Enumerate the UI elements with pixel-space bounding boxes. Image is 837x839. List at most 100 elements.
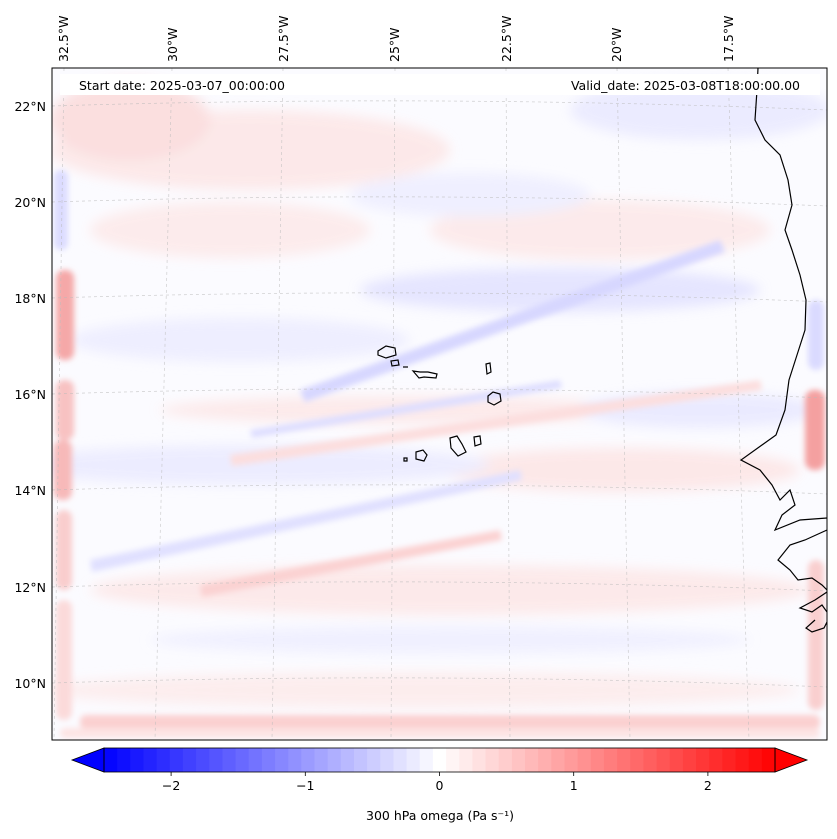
boundary-stripe xyxy=(54,440,72,500)
colorbar-cell xyxy=(169,748,184,772)
negative-band xyxy=(250,380,562,438)
parallel-18n xyxy=(52,292,827,303)
positive-area xyxy=(52,672,800,708)
positive-area xyxy=(90,202,370,258)
colorbar-cell xyxy=(182,748,197,772)
colorbar-cell xyxy=(485,748,500,772)
meridian-20w xyxy=(616,68,631,740)
colorbar-cell xyxy=(617,748,631,772)
colorbar-cell xyxy=(551,748,566,772)
boundary-stripe xyxy=(56,600,72,720)
negative-area xyxy=(70,318,410,362)
meridian-27-5w xyxy=(271,68,284,740)
colorbar-cell xyxy=(669,748,684,772)
positive-area xyxy=(440,448,800,492)
colorbar: −2 −1 0 1 2 300 hPa omega (Pa s⁻¹) xyxy=(70,747,809,823)
colorbar-cell xyxy=(696,748,710,772)
negative-area xyxy=(570,80,827,140)
lat-label: 22°N xyxy=(14,99,46,114)
colorbar-cell xyxy=(525,748,539,772)
meridian-17-5w xyxy=(727,68,750,740)
meridian-22-5w xyxy=(505,68,511,740)
lat-label: 10°N xyxy=(14,676,46,691)
colorbar-label: 300 hPa omega (Pa s⁻¹) xyxy=(366,808,514,823)
colorbar-cell xyxy=(630,748,645,772)
longitude-labels: 32.5°W 30°W 27.5°W 25°W 22.5°W 20°W 17.5… xyxy=(56,16,736,62)
colorbar-tick-label: 1 xyxy=(570,778,578,793)
colorbar-cell xyxy=(643,748,658,772)
colorbar-tick-label: −2 xyxy=(162,778,180,793)
lat-label: 18°N xyxy=(14,291,46,306)
map-frame xyxy=(51,67,828,741)
latitude-labels: 22°N 20°N 18°N 16°N 14°N 12°N 10°N xyxy=(14,99,46,691)
valid-date-label: Valid_date: 2025-03-08T18:00:00.00 xyxy=(571,78,800,93)
colorbar-cell xyxy=(393,748,408,772)
island-sao-vicente xyxy=(390,359,400,367)
colorbar-cell xyxy=(301,748,316,772)
africa-coastline-south xyxy=(777,529,827,591)
map-panel: Start date: 2025-03-07_00:00:00 Valid_da… xyxy=(51,67,828,741)
colorbar-cell xyxy=(340,748,355,772)
meridian-25w xyxy=(390,68,396,740)
colorbar-cell xyxy=(130,748,145,772)
colorbar-cell xyxy=(222,748,237,772)
island-sal xyxy=(485,362,492,375)
boundary-stripe xyxy=(56,510,72,590)
guinea-coast xyxy=(798,591,827,633)
negative-area xyxy=(350,173,590,217)
colorbar-cell xyxy=(353,748,368,772)
island-fogo xyxy=(415,449,428,462)
positive-band xyxy=(230,380,762,466)
colorbar-cell xyxy=(432,748,447,772)
colorbar-cell xyxy=(117,748,131,772)
island-santo-antao xyxy=(377,345,397,359)
colorbar-cell xyxy=(459,748,473,772)
colorbar-cell xyxy=(511,748,526,772)
boundary-stripe xyxy=(56,380,74,440)
meridian-32-5w xyxy=(53,68,65,740)
negative-area xyxy=(150,626,750,654)
graticule xyxy=(52,68,827,740)
colorbar-cell xyxy=(682,748,697,772)
island-boa-vista xyxy=(487,391,502,406)
lon-label: 30°W xyxy=(165,27,180,62)
colorbar-cells xyxy=(104,748,776,772)
island-brava xyxy=(403,457,408,462)
colorbar-cell xyxy=(327,748,342,772)
island-sao-nicolau xyxy=(411,370,438,379)
colorbar-cell xyxy=(104,748,118,772)
colorbar-cell xyxy=(288,748,302,772)
colorbar-cell xyxy=(419,748,434,772)
lat-label: 20°N xyxy=(14,195,46,210)
boundary-stripe xyxy=(808,560,824,710)
colorbar-cell xyxy=(603,748,618,772)
colorbar-cell xyxy=(406,748,421,772)
boundary-stripe xyxy=(80,715,820,729)
start-date-label: Start date: 2025-03-07_00:00:00 xyxy=(79,78,285,93)
lat-label: 12°N xyxy=(14,580,46,595)
lon-label: 22.5°W xyxy=(499,16,514,62)
negative-area xyxy=(52,445,490,485)
parallel-22n xyxy=(52,100,827,111)
colorbar-cell xyxy=(590,748,605,772)
lat-label: 16°N xyxy=(14,387,46,402)
colorbar-cell xyxy=(748,748,763,772)
parallel-10n xyxy=(52,677,827,688)
date-header-bar xyxy=(60,74,820,95)
island-santiago xyxy=(449,435,467,457)
colorbar-cell xyxy=(656,748,671,772)
colorbar-cell xyxy=(156,748,171,772)
parallel-16n xyxy=(52,388,827,399)
lon-label: 32.5°W xyxy=(56,16,71,62)
boundary-stripe xyxy=(56,270,74,360)
colorbar-cell xyxy=(564,748,579,772)
africa-coastline xyxy=(739,68,827,532)
colorbar-tick-label: 0 xyxy=(436,778,444,793)
negative-band xyxy=(90,470,522,572)
colorbar-extend-max xyxy=(774,747,809,773)
colorbar-cell xyxy=(722,748,737,772)
boundary-stripe xyxy=(808,300,824,370)
negative-band xyxy=(300,240,725,402)
colorbar-cell xyxy=(196,748,210,772)
